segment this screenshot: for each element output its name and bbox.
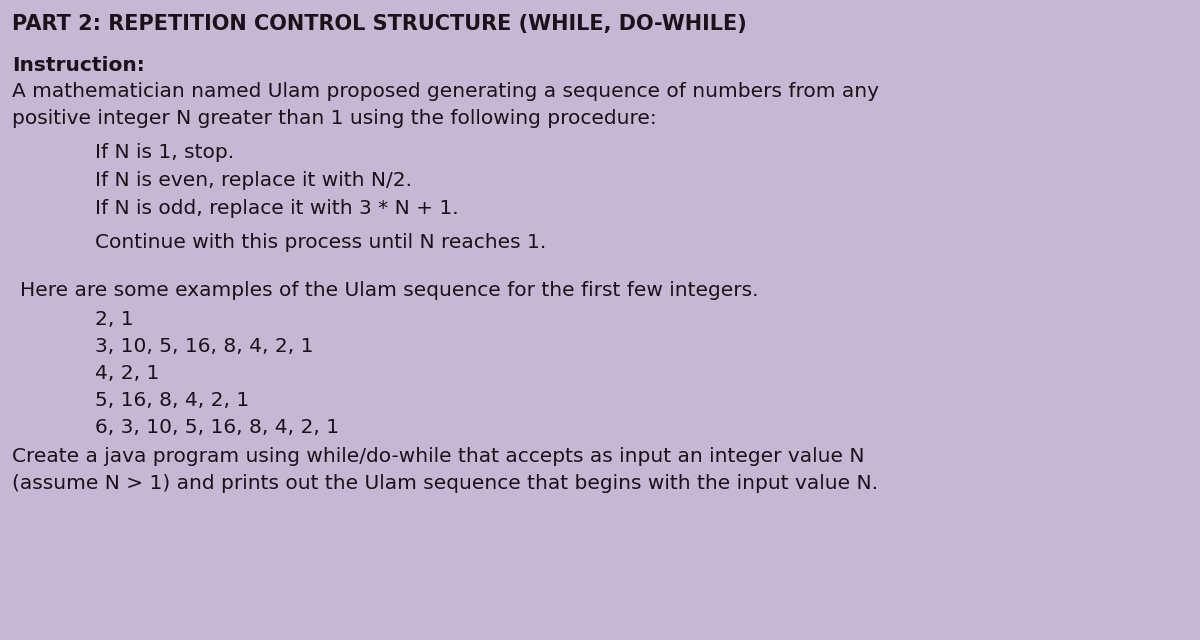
- Text: 5, 16, 8, 4, 2, 1: 5, 16, 8, 4, 2, 1: [95, 391, 250, 410]
- Text: Instruction:: Instruction:: [12, 56, 145, 75]
- Text: Continue with this process until N reaches 1.: Continue with this process until N reach…: [95, 233, 546, 252]
- Text: Here are some examples of the Ulam sequence for the first few integers.: Here are some examples of the Ulam seque…: [20, 281, 758, 300]
- Text: 6, 3, 10, 5, 16, 8, 4, 2, 1: 6, 3, 10, 5, 16, 8, 4, 2, 1: [95, 418, 340, 437]
- Text: PART 2: REPETITION CONTROL STRUCTURE (WHILE, DO-WHILE): PART 2: REPETITION CONTROL STRUCTURE (WH…: [12, 14, 746, 34]
- Text: 4, 2, 1: 4, 2, 1: [95, 364, 160, 383]
- Text: If N is 1, stop.: If N is 1, stop.: [95, 143, 234, 162]
- Text: If N is odd, replace it with 3 * N + 1.: If N is odd, replace it with 3 * N + 1.: [95, 199, 458, 218]
- Text: 3, 10, 5, 16, 8, 4, 2, 1: 3, 10, 5, 16, 8, 4, 2, 1: [95, 337, 313, 356]
- Text: 2, 1: 2, 1: [95, 310, 133, 329]
- Text: Create a java program using while/do-while that accepts as input an integer valu: Create a java program using while/do-whi…: [12, 447, 864, 466]
- Text: If N is even, replace it with N/2.: If N is even, replace it with N/2.: [95, 171, 412, 190]
- Text: positive integer N greater than 1 using the following procedure:: positive integer N greater than 1 using …: [12, 109, 656, 128]
- Text: (assume N > 1) and prints out the Ulam sequence that begins with the input value: (assume N > 1) and prints out the Ulam s…: [12, 474, 878, 493]
- Text: A mathematician named Ulam proposed generating a sequence of numbers from any: A mathematician named Ulam proposed gene…: [12, 82, 878, 101]
